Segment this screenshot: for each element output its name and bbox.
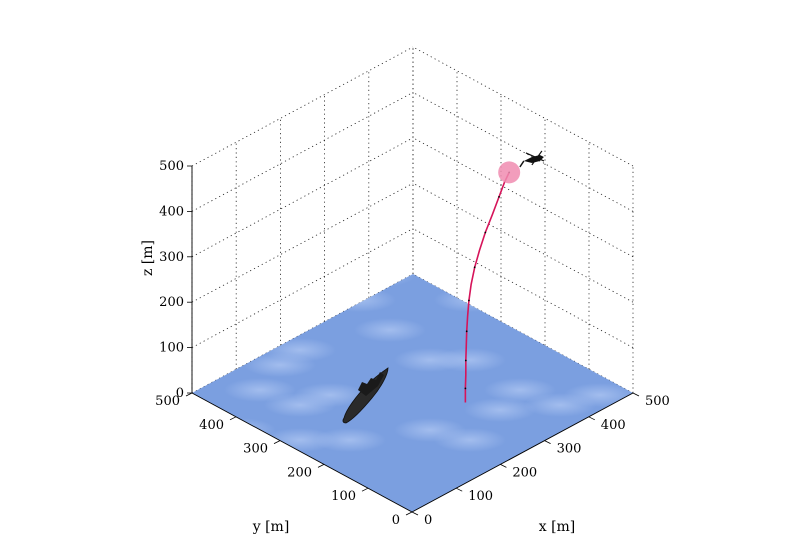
y-tick-label: 400 <box>199 418 224 433</box>
sea-wave <box>434 348 506 372</box>
y-tick-label: 300 <box>243 442 268 457</box>
y-tick-mark <box>229 416 237 421</box>
sea-wave <box>314 428 386 452</box>
x-tick-label: 300 <box>557 442 582 457</box>
y-tick-label: 500 <box>155 394 180 409</box>
ship <box>342 367 389 424</box>
z-tick-label: 300 <box>159 250 184 265</box>
y-tick-label: 200 <box>287 465 312 480</box>
x-tick-label: 400 <box>601 418 626 433</box>
helicopter-rotor <box>525 152 545 162</box>
trajectory <box>464 171 511 403</box>
grid-line <box>191 92 414 212</box>
x-tick-label: 200 <box>512 465 537 480</box>
sea-wave <box>244 353 316 377</box>
sea-wave <box>464 398 536 422</box>
target-sphere <box>498 161 521 184</box>
y-axis-label: y [m] <box>252 519 290 535</box>
sea-wave <box>564 383 633 407</box>
helicopter-tail <box>519 160 525 168</box>
x-tick-label: 500 <box>645 394 670 409</box>
sea-wave <box>524 318 596 342</box>
grid-line <box>412 182 634 303</box>
helicopter <box>519 150 545 168</box>
y-tick-mark <box>273 440 281 444</box>
trajectory-marker <box>498 196 500 198</box>
z-tick-label: 400 <box>159 204 184 219</box>
trajectory-line <box>464 172 510 403</box>
grid-line <box>412 46 634 167</box>
y-tick-mark <box>405 511 413 516</box>
y-axis: 0 100 200 300 400 500 y [m] <box>155 392 413 535</box>
z-tick-label: 200 <box>159 295 184 310</box>
x-tick-mark <box>411 511 419 516</box>
trajectory-marker <box>464 387 467 390</box>
ship-superstructure <box>358 372 384 396</box>
y-tick-mark <box>185 392 193 397</box>
axis-line <box>191 392 413 513</box>
trajectory-marker <box>473 266 476 269</box>
grid-line <box>191 137 414 258</box>
y-tick-mark <box>317 464 325 468</box>
helicopter-rotor <box>531 150 543 166</box>
z-tick-label: 0 <box>176 386 184 401</box>
sea-wave <box>324 288 396 312</box>
helicopter-body <box>523 154 544 163</box>
x-tick-label: 100 <box>468 489 493 504</box>
trajectory-marker <box>468 299 470 302</box>
x-tick-mark <box>544 440 551 444</box>
y-tick-label: 0 <box>392 513 400 528</box>
grid-line <box>191 182 414 303</box>
sea-wave <box>434 428 506 452</box>
x-tick-mark <box>632 392 640 397</box>
sea-wave <box>314 228 386 252</box>
grid-line <box>412 92 634 212</box>
x-tick-mark <box>456 487 463 492</box>
sea-wave <box>434 238 506 262</box>
x-tick-mark <box>588 416 595 421</box>
sea-wave <box>354 318 426 342</box>
x-tick-label: 0 <box>424 513 432 528</box>
z-axis: 0 100 200 300 400 500 z [m] <box>140 159 192 401</box>
trajectory-marker <box>484 231 487 234</box>
sea-surface <box>192 208 633 512</box>
objects <box>191 150 634 513</box>
z-tick-label: 500 <box>159 159 184 174</box>
sea-wave <box>294 383 366 407</box>
sea-wave <box>344 274 416 287</box>
trajectory-marker <box>465 330 468 333</box>
x-tick-mark <box>500 464 507 468</box>
x-axis: 0 100 200 300 400 500 x [m] <box>411 392 670 535</box>
trajectory-marker <box>464 359 467 362</box>
y-tick-mark <box>361 487 369 492</box>
z-axis-label: z [m] <box>140 240 156 276</box>
sea-wave <box>404 208 476 232</box>
x-axis-label: x [m] <box>539 519 576 535</box>
y-tick-label: 100 <box>331 489 356 504</box>
grid-line <box>191 46 414 167</box>
grid-line <box>412 137 634 258</box>
axis-line <box>411 392 634 513</box>
z-tick-label: 100 <box>159 341 184 356</box>
